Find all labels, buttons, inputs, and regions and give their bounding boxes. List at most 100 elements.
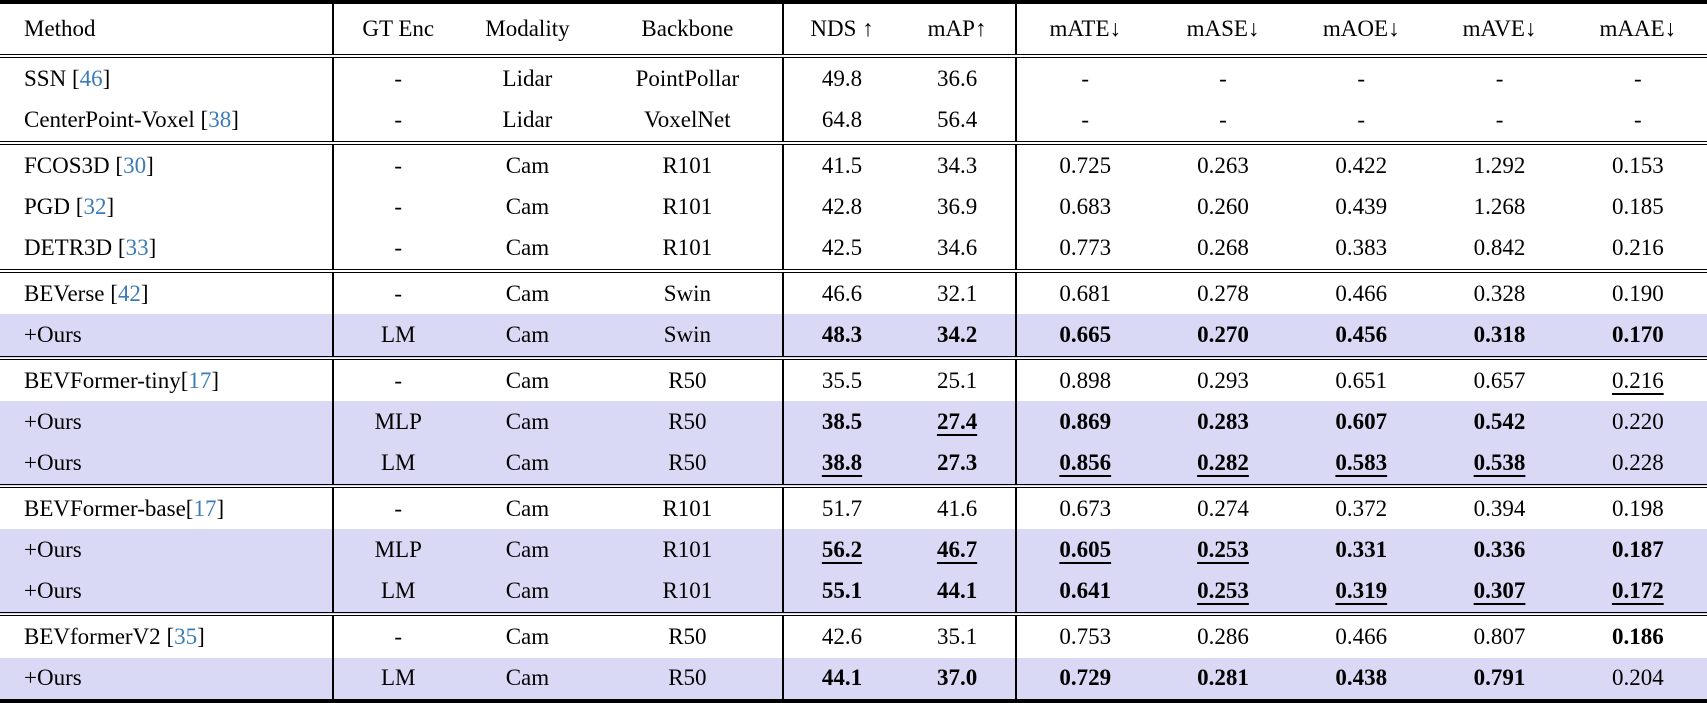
cell-value: Cam xyxy=(505,322,550,348)
citation-link[interactable]: 32 xyxy=(83,193,107,219)
cell-value: Swin xyxy=(663,280,712,306)
cell-maae: 0.216 xyxy=(1569,228,1707,271)
citation-link[interactable]: 33 xyxy=(125,235,149,261)
cell-mate: 0.753 xyxy=(1015,612,1154,658)
cell-map: 46.7 xyxy=(899,529,1017,571)
cell-value: 0.331 xyxy=(1335,537,1388,563)
cell-modality: Cam xyxy=(462,268,593,315)
cell-value: 0.186 xyxy=(1611,623,1664,649)
cell-value: 38.5 xyxy=(821,408,863,434)
table-row: FCOS3D [30] - Cam R101 41.5 34.3 0.725 0.263 0.4… xyxy=(0,140,1707,187)
cell-value: 0.753 xyxy=(1059,623,1112,649)
cell-value: 0.198 xyxy=(1611,495,1664,521)
cell-value: 0.253 xyxy=(1197,537,1249,563)
cell-mave: 0.318 xyxy=(1430,314,1568,357)
cell-nds: 55.1 xyxy=(783,571,899,614)
table-body: SSN [46] - Lidar PointPollar 49.8 36.6- - - - - Ce… xyxy=(0,56,1707,703)
cell-backbone: R101 xyxy=(592,570,785,615)
cell-value: 0.394 xyxy=(1473,495,1526,521)
cell-gt-enc: LM xyxy=(332,657,463,703)
cell-maoe: - xyxy=(1292,99,1430,142)
cell-backbone: R101 xyxy=(592,186,785,228)
cell-value: 46.6 xyxy=(821,280,863,306)
method-label: +Ours xyxy=(24,408,82,434)
cell-method: +Ours xyxy=(0,657,334,703)
cell-value: PointPollar xyxy=(635,65,740,91)
cell-value: 36.9 xyxy=(936,193,978,219)
cell-value: - xyxy=(394,107,403,133)
citation-link[interactable]: 30 xyxy=(123,152,147,178)
cell-value: 42.8 xyxy=(821,193,863,219)
cell-backbone: R50 xyxy=(592,401,785,443)
method-label: +Ours xyxy=(24,322,82,348)
cell-method: +Ours xyxy=(0,570,334,615)
cell-maoe: 0.583 xyxy=(1292,443,1430,486)
cell-value: 0.807 xyxy=(1473,623,1526,649)
cell-value: MLP xyxy=(374,537,422,563)
cell-value: Cam xyxy=(505,152,550,178)
cell-method: +Ours xyxy=(0,442,334,486)
cell-gt-enc: - xyxy=(333,99,463,142)
cell-value: R101 xyxy=(662,537,713,563)
cell-map: 34.6 xyxy=(899,227,1017,271)
citation-link[interactable]: 42 xyxy=(117,280,141,306)
cell-value: 0.282 xyxy=(1197,450,1249,476)
citation-link[interactable]: 17 xyxy=(188,367,212,393)
cell-value: 0.220 xyxy=(1611,408,1664,434)
cell-value: 0.422 xyxy=(1335,152,1388,178)
cell-value: 56.2 xyxy=(821,537,863,563)
cell-value: 44.1 xyxy=(936,578,978,604)
cell-mate: 0.673 xyxy=(1015,483,1154,530)
cell-modality: Cam xyxy=(463,228,593,271)
cell-mate: 0.856 xyxy=(1016,443,1154,486)
method-label: +Ours xyxy=(24,450,82,476)
cell-mate: 0.729 xyxy=(1015,657,1154,703)
cell-value: 0.438 xyxy=(1335,665,1388,691)
cell-maoe: 0.456 xyxy=(1292,314,1430,357)
cell-nds: 38.5 xyxy=(783,401,899,442)
cell-value: 0.190 xyxy=(1611,280,1664,306)
column-header-mase: mASE↓ xyxy=(1153,0,1293,58)
cell-nds: 41.5 xyxy=(783,140,900,187)
cell-map: 37.0 xyxy=(899,657,1017,703)
cell-value: - xyxy=(394,280,403,306)
method-label: DETR3D xyxy=(24,235,113,261)
cell-mave: 0.807 xyxy=(1430,612,1569,658)
cell-maoe: 0.319 xyxy=(1292,571,1430,614)
cell-value: R50 xyxy=(668,665,707,691)
cell-method: SSN [46] xyxy=(0,56,334,100)
cell-method: +Ours xyxy=(0,401,334,443)
cell-modality: Cam xyxy=(462,140,593,187)
citation-link[interactable]: 38 xyxy=(208,107,232,133)
citation-link[interactable]: 17 xyxy=(193,495,217,521)
citation-link[interactable]: 46 xyxy=(79,65,103,91)
cell-modality: Cam xyxy=(463,443,593,486)
cell-gt-enc: - xyxy=(332,268,463,315)
table-row: CenterPoint-Voxel [38] - Lidar VoxelNet 64.8… xyxy=(0,99,1707,143)
cell-nds: 44.1 xyxy=(783,657,900,703)
cell-value: - xyxy=(394,65,403,91)
cell-value: Lidar xyxy=(502,65,553,91)
cell-backbone: R50 xyxy=(592,442,785,486)
cell-value: 0.869 xyxy=(1059,408,1112,434)
cell-value: 51.7 xyxy=(821,495,863,521)
column-header-nds: NDS ↑ xyxy=(783,0,900,58)
cell-value: - xyxy=(394,495,403,521)
cell-nds: 56.2 xyxy=(783,529,899,570)
cell-value: - xyxy=(394,367,403,393)
citation-link[interactable]: 35 xyxy=(174,623,198,649)
cell-mase: 0.293 xyxy=(1153,355,1293,402)
cell-maoe: 0.466 xyxy=(1292,268,1431,315)
table-row: SSN [46] - Lidar PointPollar 49.8 36.6 - - - - - xyxy=(0,56,1707,100)
cell-maae: 0.186 xyxy=(1568,612,1707,658)
cell-value: R101 xyxy=(662,495,713,521)
cell-mave: 0.336 xyxy=(1430,529,1568,570)
cell-value: 36.6 xyxy=(936,65,978,91)
cell-maoe: 0.438 xyxy=(1292,657,1431,703)
table-row: +Ours LM Cam R50 44.1 37.0 0.729 0.281 0.438 0.79… xyxy=(0,657,1707,703)
cell-mate: 0.665 xyxy=(1016,314,1154,357)
cell-mase: 0.281 xyxy=(1153,657,1293,703)
cell-method: BEVFormer-tiny[17] xyxy=(0,355,334,402)
cell-value: Cam xyxy=(505,665,550,691)
cell-mase: 0.282 xyxy=(1154,443,1292,486)
